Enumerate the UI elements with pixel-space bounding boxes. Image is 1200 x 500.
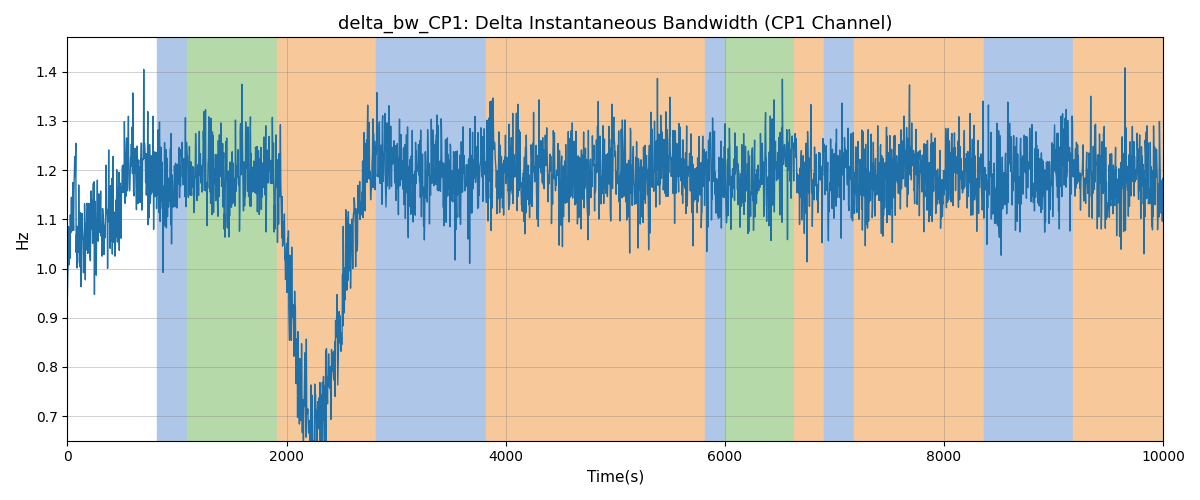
Y-axis label: Hz: Hz	[16, 230, 30, 249]
Bar	[276, 38, 376, 440]
Bar	[704, 38, 725, 440]
Bar	[376, 38, 486, 440]
Bar	[984, 38, 1074, 440]
X-axis label: Time(s): Time(s)	[587, 470, 644, 485]
Bar	[157, 38, 187, 440]
Bar	[486, 38, 704, 440]
Title: delta_bw_CP1: Delta Instantaneous Bandwidth (CP1 Channel): delta_bw_CP1: Delta Instantaneous Bandwi…	[338, 15, 893, 34]
Bar	[187, 38, 276, 440]
Bar	[794, 38, 824, 440]
Bar	[1074, 38, 1163, 440]
Bar	[67, 38, 157, 440]
Bar	[854, 38, 984, 440]
Bar	[725, 38, 794, 440]
Bar	[824, 38, 854, 440]
